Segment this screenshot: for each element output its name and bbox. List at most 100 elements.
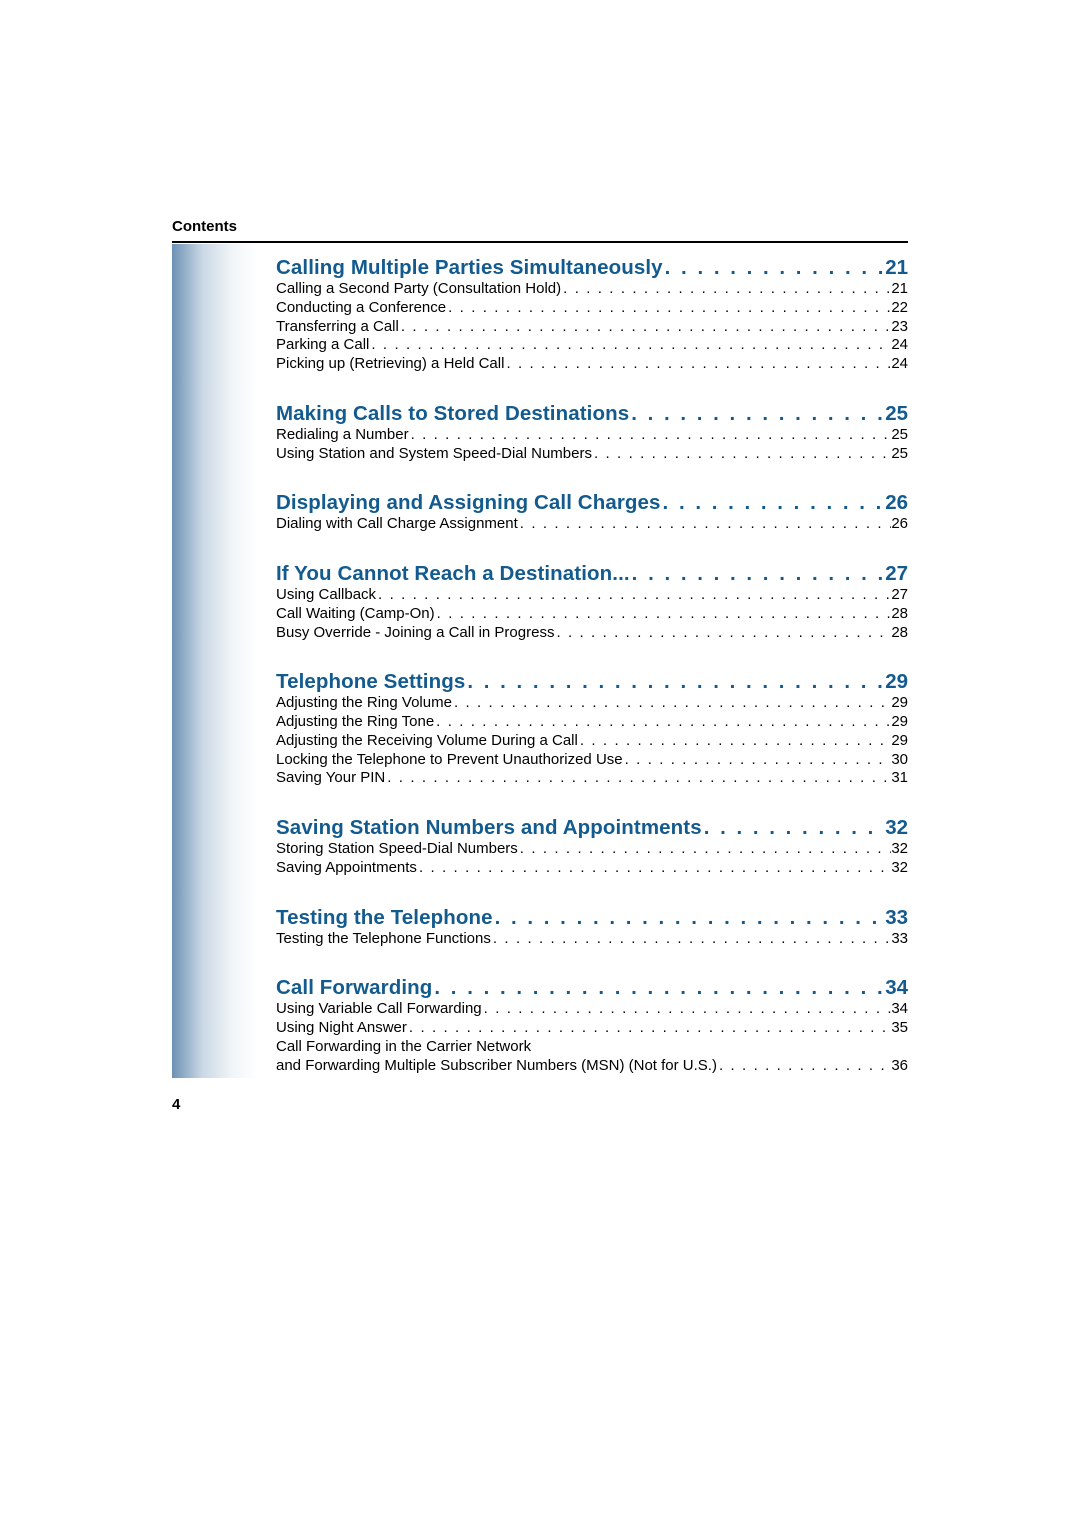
entry-title: Using Night Answer <box>276 1019 407 1038</box>
entry-page: 35 <box>891 1019 908 1038</box>
toc-entry[interactable]: Parking a Call. . . . . . . . . . . . . … <box>276 336 908 355</box>
toc-entry[interactable]: Redialing a Number. . . . . . . . . . . … <box>276 426 908 445</box>
entry-title: Testing the Telephone Functions <box>276 930 491 949</box>
toc-entry[interactable]: Dialing with Call Charge Assignment. . .… <box>276 515 908 534</box>
header-rule <box>172 241 908 243</box>
section-title: If You Cannot Reach a Destination... <box>276 562 630 586</box>
entry-page: 32 <box>891 840 908 859</box>
entry-page: 27 <box>891 586 908 605</box>
toc-entry[interactable]: Locking the Telephone to Prevent Unautho… <box>276 751 908 770</box>
toc-entry[interactable]: Busy Override - Joining a Call in Progre… <box>276 624 908 643</box>
toc-entry[interactable]: Transferring a Call. . . . . . . . . . .… <box>276 318 908 337</box>
entry-title: Calling a Second Party (Consultation Hol… <box>276 280 561 299</box>
toc-entry[interactable]: and Forwarding Multiple Subscriber Numbe… <box>276 1057 908 1076</box>
entry-page: 22 <box>891 299 908 318</box>
leader-dots: . . . . . . . . . . . . . . . . . . . . … <box>417 859 891 878</box>
toc-section: Displaying and Assigning Call Charges. .… <box>276 491 908 534</box>
page-number: 4 <box>172 1096 180 1113</box>
page-header: Contents <box>172 218 908 243</box>
entry-page: 28 <box>891 605 908 624</box>
leader-dots: . . . . . . . . . . . . . . . . . . . . … <box>376 586 891 605</box>
section-page: 33 <box>885 906 908 930</box>
leader-dots: . . . . . . . . . . . . . . . . . . . . … <box>399 318 891 337</box>
toc-entry[interactable]: Conducting a Conference. . . . . . . . .… <box>276 299 908 318</box>
toc-entry[interactable]: Adjusting the Ring Volume. . . . . . . .… <box>276 694 908 713</box>
leader-dots: . . . . . . . . . . . . . . . . . . . . … <box>491 930 891 949</box>
entry-page: 29 <box>891 694 908 713</box>
section-title-row[interactable]: Testing the Telephone. . . . . . . . . .… <box>276 906 908 930</box>
section-title-row[interactable]: Telephone Settings. . . . . . . . . . . … <box>276 670 908 694</box>
section-title-row[interactable]: Calling Multiple Parties Simultaneously.… <box>276 256 908 280</box>
leader-dots: . . . . . . . . . . . . . . . . . . . . … <box>623 751 892 770</box>
section-page: 26 <box>885 491 908 515</box>
toc-entry[interactable]: Using Callback. . . . . . . . . . . . . … <box>276 586 908 605</box>
toc-entry[interactable]: Testing the Telephone Functions. . . . .… <box>276 930 908 949</box>
leader-dots: . . . . . . . . . . . . . . . . . . . . … <box>629 402 885 426</box>
leader-dots: . . . . . . . . . . . . . . . . . . . . … <box>482 1000 892 1019</box>
section-title: Calling Multiple Parties Simultaneously <box>276 256 663 280</box>
toc-entry[interactable]: Adjusting the Ring Tone. . . . . . . . .… <box>276 713 908 732</box>
section-title-row[interactable]: Saving Station Numbers and Appointments.… <box>276 816 908 840</box>
entry-page: 29 <box>891 732 908 751</box>
entry-title: Storing Station Speed-Dial Numbers <box>276 840 518 859</box>
entry-page: 25 <box>891 426 908 445</box>
leader-dots: . . . . . . . . . . . . . . . . . . . . … <box>663 256 886 280</box>
entry-title: Saving Your PIN <box>276 769 385 788</box>
toc-entry[interactable]: Storing Station Speed-Dial Numbers. . . … <box>276 840 908 859</box>
entry-page: 36 <box>891 1057 908 1076</box>
section-title: Testing the Telephone <box>276 906 493 930</box>
section-page: 32 <box>885 816 908 840</box>
leader-dots: . . . . . . . . . . . . . . . . . . . . … <box>702 816 885 840</box>
section-page: 29 <box>885 670 908 694</box>
entry-page: 26 <box>891 515 908 534</box>
section-page: 21 <box>885 256 908 280</box>
toc-entry[interactable]: Call Waiting (Camp-On). . . . . . . . . … <box>276 605 908 624</box>
toc-section: Testing the Telephone. . . . . . . . . .… <box>276 906 908 949</box>
entry-title: Redialing a Number <box>276 426 409 445</box>
leader-dots: . . . . . . . . . . . . . . . . . . . . … <box>385 769 891 788</box>
toc-entry[interactable]: Using Night Answer. . . . . . . . . . . … <box>276 1019 908 1038</box>
entry-page: 31 <box>891 769 908 788</box>
section-title: Call Forwarding <box>276 976 432 1000</box>
leader-dots: . . . . . . . . . . . . . . . . . . . . … <box>717 1057 891 1076</box>
leader-dots: . . . . . . . . . . . . . . . . . . . . … <box>452 694 891 713</box>
leader-dots: . . . . . . . . . . . . . . . . . . . . … <box>432 976 885 1000</box>
entry-page: 33 <box>891 930 908 949</box>
leader-dots: . . . . . . . . . . . . . . . . . . . . … <box>661 491 886 515</box>
section-title-row[interactable]: Call Forwarding. . . . . . . . . . . . .… <box>276 976 908 1000</box>
toc-section: Calling Multiple Parties Simultaneously.… <box>276 256 908 374</box>
leader-dots: . . . . . . . . . . . . . . . . . . . . … <box>630 562 886 586</box>
leader-dots: . . . . . . . . . . . . . . . . . . . . … <box>407 1019 891 1038</box>
section-title: Telephone Settings <box>276 670 465 694</box>
toc-entry[interactable]: Saving Your PIN. . . . . . . . . . . . .… <box>276 769 908 788</box>
toc-section: Call Forwarding. . . . . . . . . . . . .… <box>276 976 908 1075</box>
section-page: 25 <box>885 402 908 426</box>
entry-title: Using Station and System Speed-Dial Numb… <box>276 445 592 464</box>
entry-page: 24 <box>891 355 908 374</box>
section-title-row[interactable]: Making Calls to Stored Destinations. . .… <box>276 402 908 426</box>
toc-entry[interactable]: Adjusting the Receiving Volume During a … <box>276 732 908 751</box>
toc-entry-continuation: Call Forwarding in the Carrier Network <box>276 1038 908 1057</box>
section-title-row[interactable]: If You Cannot Reach a Destination.... . … <box>276 562 908 586</box>
section-title-row[interactable]: Displaying and Assigning Call Charges. .… <box>276 491 908 515</box>
leader-dots: . . . . . . . . . . . . . . . . . . . . … <box>561 280 891 299</box>
toc-section: Saving Station Numbers and Appointments.… <box>276 816 908 878</box>
section-page: 34 <box>885 976 908 1000</box>
entry-page: 30 <box>891 751 908 770</box>
toc-entry[interactable]: Picking up (Retrieving) a Held Call. . .… <box>276 355 908 374</box>
toc-entry[interactable]: Using Station and System Speed-Dial Numb… <box>276 445 908 464</box>
leader-dots: . . . . . . . . . . . . . . . . . . . . … <box>435 605 892 624</box>
section-title: Making Calls to Stored Destinations <box>276 402 629 426</box>
entry-title: Dialing with Call Charge Assignment <box>276 515 518 534</box>
toc-section: If You Cannot Reach a Destination.... . … <box>276 562 908 642</box>
entry-title: Parking a Call <box>276 336 369 355</box>
entry-title: Using Callback <box>276 586 376 605</box>
leader-dots: . . . . . . . . . . . . . . . . . . . . … <box>465 670 885 694</box>
toc-entry[interactable]: Saving Appointments. . . . . . . . . . .… <box>276 859 908 878</box>
leader-dots: . . . . . . . . . . . . . . . . . . . . … <box>369 336 891 355</box>
toc-entry[interactable]: Using Variable Call Forwarding. . . . . … <box>276 1000 908 1019</box>
entry-title: Using Variable Call Forwarding <box>276 1000 482 1019</box>
toc-entry[interactable]: Calling a Second Party (Consultation Hol… <box>276 280 908 299</box>
entry-title: Adjusting the Receiving Volume During a … <box>276 732 578 751</box>
entry-page: 23 <box>891 318 908 337</box>
